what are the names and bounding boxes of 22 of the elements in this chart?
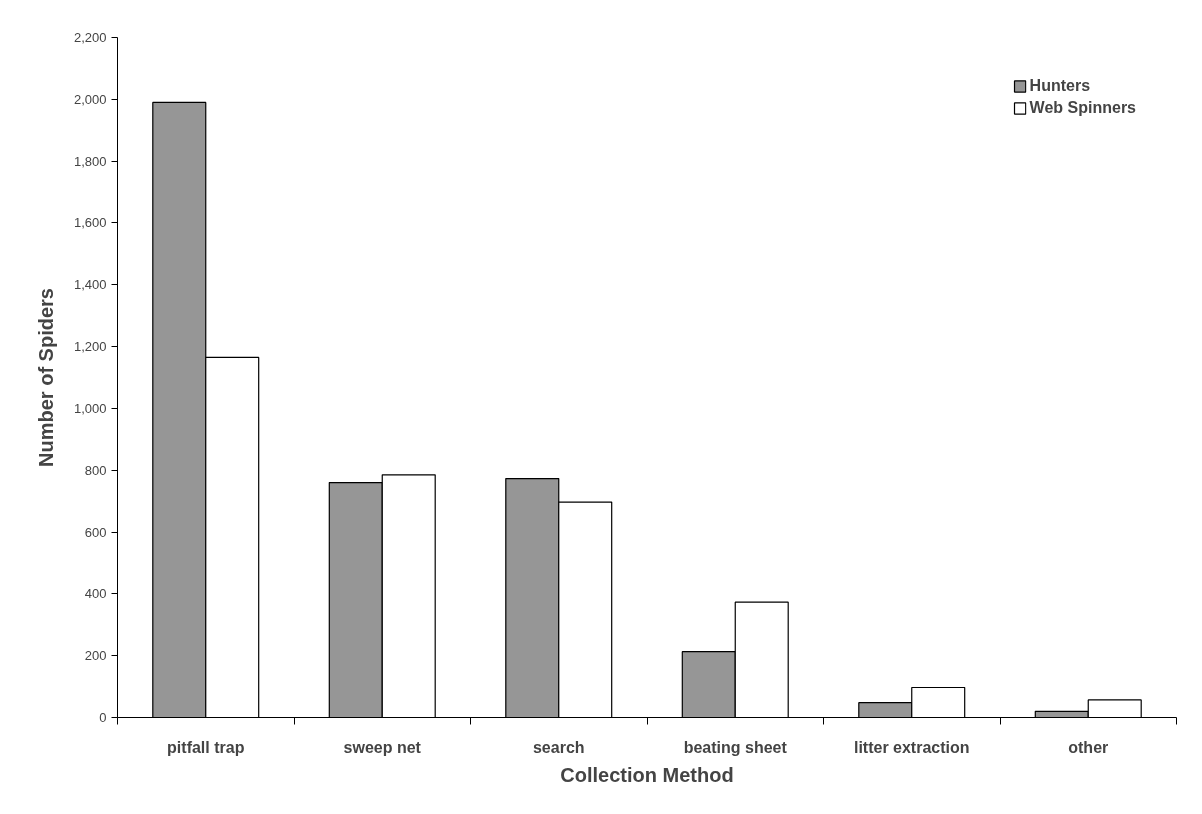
y-tick-label: 600 [84, 524, 107, 540]
y-tick-label: 2,200 [73, 30, 107, 45]
legend-label: Hunters [1029, 77, 1091, 95]
x-tick-label: litter extraction [853, 738, 970, 756]
y-tick-label: 1,800 [73, 153, 107, 169]
x-tick-label: beating sheet [683, 738, 788, 756]
x-tick-label: other [1068, 738, 1109, 756]
x-tick-label: pitfall trap [167, 738, 245, 756]
x-tick-label: sweep net [343, 738, 422, 756]
y-tick-label: 1,400 [73, 277, 107, 293]
y-tick-label: 1,000 [73, 400, 107, 416]
y-tick-label: 2,000 [73, 91, 107, 107]
y-axis-title: Number of Spiders [34, 288, 57, 467]
y-tick-label: 1,200 [73, 339, 107, 355]
y-tick-label: 400 [84, 586, 107, 602]
y-tick-label: 800 [84, 462, 107, 478]
x-tick-label: search [532, 738, 585, 756]
legend-label: Web Spinners [1029, 99, 1136, 117]
y-tick-label: 0 [99, 710, 107, 725]
y-tick-label: 200 [84, 648, 107, 664]
y-tick-label: 1,600 [73, 215, 107, 231]
x-axis-title: Collection Method [560, 763, 734, 786]
